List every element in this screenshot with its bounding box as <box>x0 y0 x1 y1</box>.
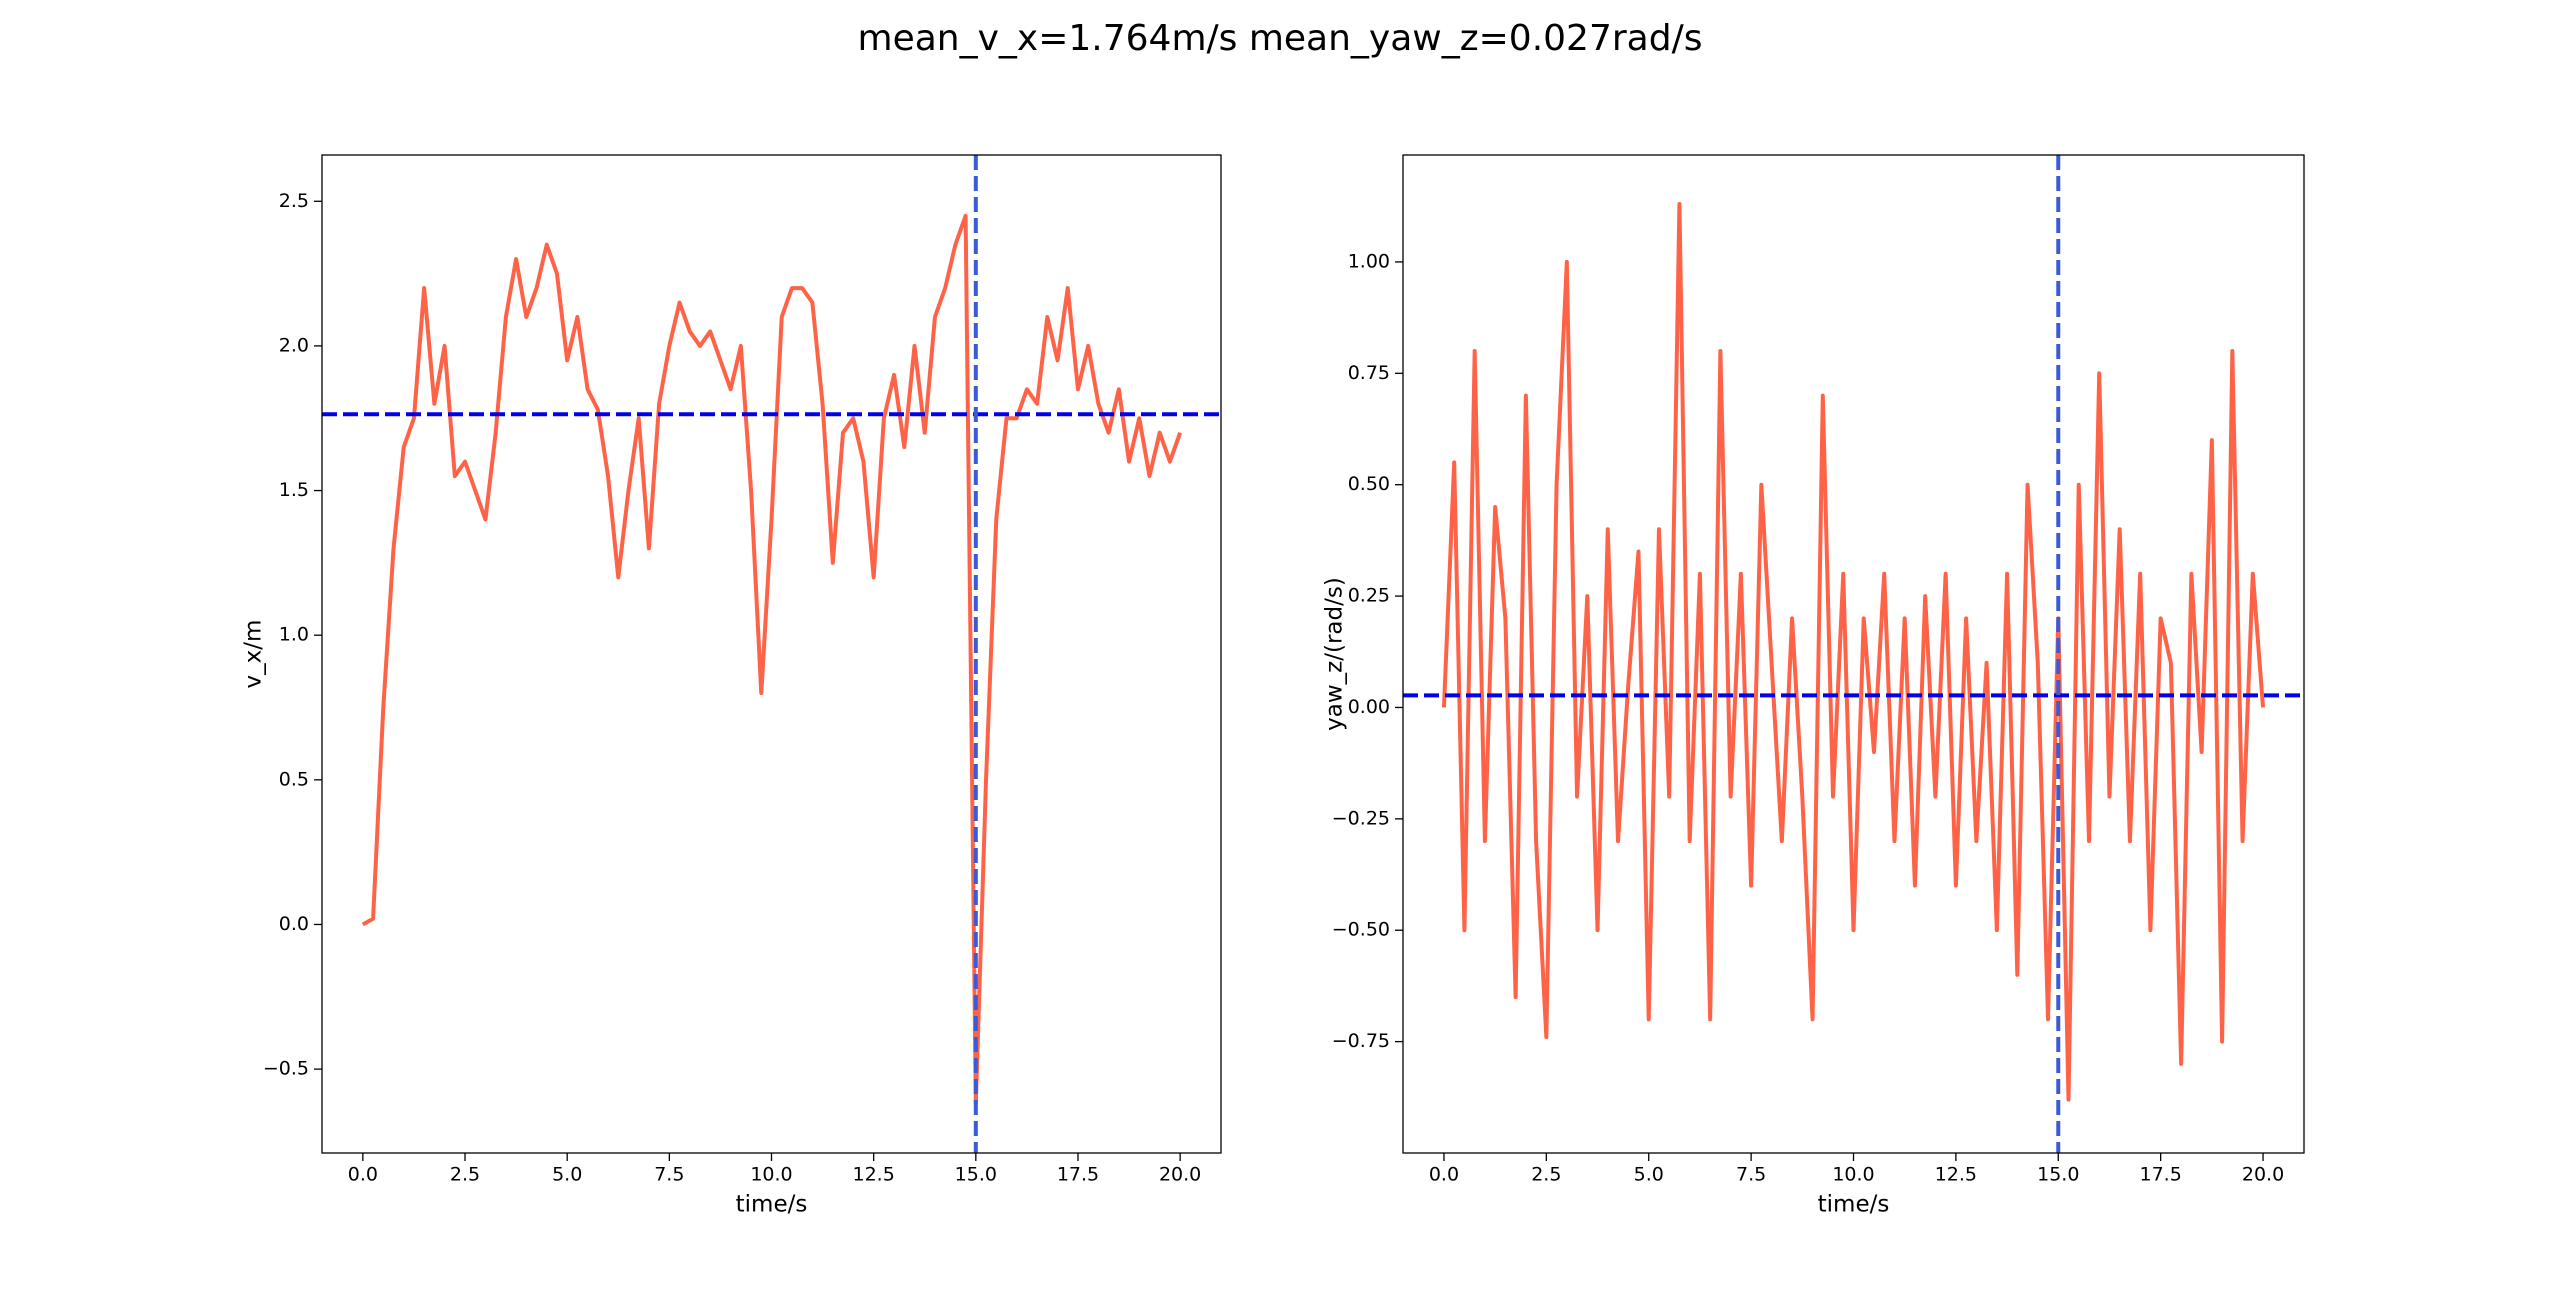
x-tick-label: 17.5 <box>2140 1164 2182 1186</box>
y-tick-label: −0.75 <box>1332 1030 1390 1052</box>
x-tick-label: 7.5 <box>654 1164 684 1186</box>
y-tick-label: 0.5 <box>279 768 309 790</box>
x-tick-label: 17.5 <box>1057 1164 1099 1186</box>
axes-frame <box>321 154 1222 1154</box>
data-line <box>361 213 1183 1106</box>
x-tick-label: 10.0 <box>750 1164 792 1186</box>
x-tick-label: 12.5 <box>1935 1164 1977 1186</box>
x-axis-label: time/s <box>1818 1192 1890 1218</box>
y-axis-label: yaw_z/(rad/s) <box>1322 577 1348 731</box>
figure-title: mean_v_x=1.764m/s mean_yaw_z=0.027rad/s <box>858 18 1703 59</box>
x-axis-label: time/s <box>736 1192 808 1218</box>
y-tick-label: 0.00 <box>1348 696 1390 718</box>
x-tick-label: 5.0 <box>1634 1164 1664 1186</box>
y-axis-label: v_x/m <box>241 620 267 689</box>
x-tick-label: 2.5 <box>450 1164 480 1186</box>
y-tick-label: 1.00 <box>1348 250 1390 272</box>
y-tick-label: 2.5 <box>279 190 309 212</box>
y-tick-label: 1.5 <box>279 479 309 501</box>
x-tick-label: 15.0 <box>955 1164 997 1186</box>
y-tick-label: −0.5 <box>263 1058 309 1080</box>
x-tick-label: 7.5 <box>1736 1164 1766 1186</box>
x-tick-label: 10.0 <box>1832 1164 1874 1186</box>
y-tick-label: 0.75 <box>1348 362 1390 384</box>
y-tick-label: 2.0 <box>279 334 309 356</box>
axes-frame <box>1402 154 2305 1154</box>
x-tick-label: 12.5 <box>853 1164 895 1186</box>
x-tick-label: 20.0 <box>1159 1164 1201 1186</box>
y-tick-label: 0.0 <box>279 913 309 935</box>
y-tick-label: 0.25 <box>1348 585 1390 607</box>
x-tick-label: 20.0 <box>2242 1164 2284 1186</box>
y-tick-label: −0.50 <box>1332 919 1390 941</box>
y-tick-label: 0.50 <box>1348 473 1390 495</box>
x-tick-label: 5.0 <box>552 1164 582 1186</box>
x-tick-label: 0.0 <box>1429 1164 1459 1186</box>
data-line <box>1441 202 2266 1102</box>
y-tick-label: −0.25 <box>1332 807 1390 829</box>
x-tick-label: 15.0 <box>2037 1164 2079 1186</box>
y-tick-label: 1.0 <box>279 624 309 646</box>
x-tick-label: 2.5 <box>1531 1164 1561 1186</box>
x-tick-label: 0.0 <box>348 1164 378 1186</box>
